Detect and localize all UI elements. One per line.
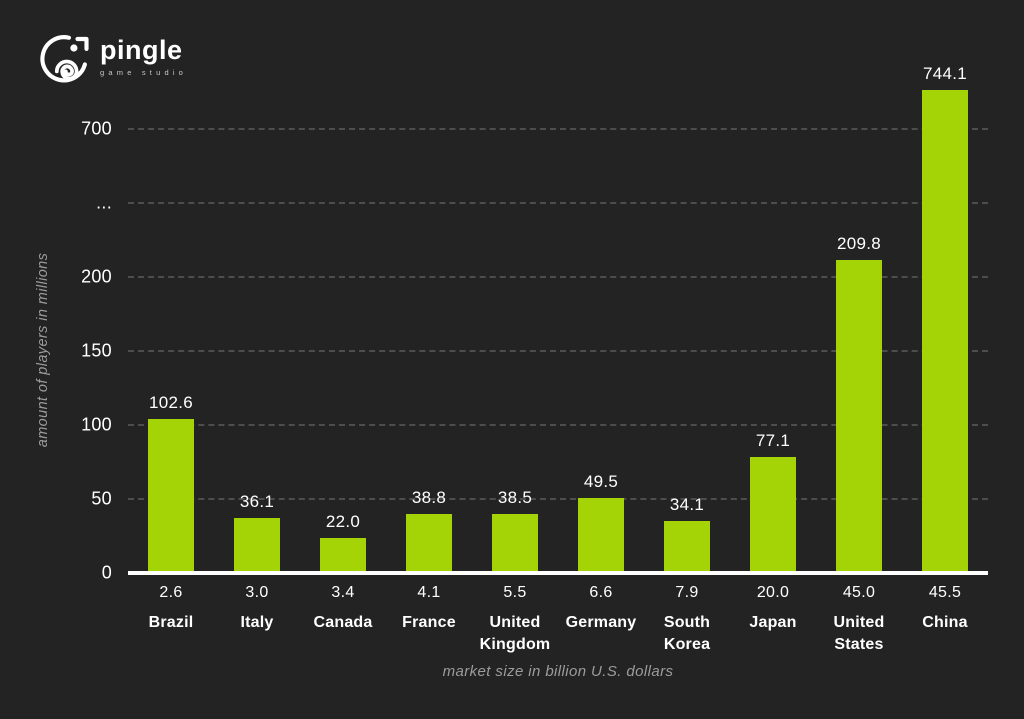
bar-column-germany: 49.5: [558, 472, 644, 571]
bar-column-japan: 77.1: [730, 431, 816, 571]
bar-south-korea: [664, 521, 710, 571]
pingle-logo: pingle game studio: [37, 30, 187, 84]
bar-value-label-canada: 22.0: [325, 512, 361, 531]
bar-column-south-korea: 34.1: [644, 495, 730, 571]
bar-value-label-japan: 77.1: [755, 431, 791, 450]
bar-canada: [320, 538, 366, 571]
country-label-united-states: United States: [833, 614, 885, 653]
country-label-france: France: [402, 614, 456, 631]
y-tick-label-...: ...: [96, 192, 112, 213]
country-label-brazil: Brazil: [148, 614, 194, 631]
bar-value-label-united-states: 209.8: [836, 234, 882, 253]
country-label-south-korea: South Korea: [663, 614, 711, 653]
country-label-italy: Italy: [240, 614, 274, 631]
bar-france: [406, 514, 452, 571]
market-size-label-japan: 20.0: [756, 584, 790, 601]
market-size-label-china: 45.5: [928, 584, 962, 601]
market-size-label-brazil: 2.6: [159, 584, 183, 601]
bar-italy: [234, 518, 280, 571]
market-size-row: 2.6 3.0 3.4 4.1 5.5 6.6 7.9 20.0 45.0 45.5: [128, 584, 988, 602]
bar-united-states: [836, 260, 882, 571]
bar-brazil: [148, 419, 194, 571]
bar-value-label-united-kingdom: 38.5: [497, 488, 533, 507]
gridline-150: [128, 350, 988, 352]
bar-japan: [750, 457, 796, 571]
logo-text: pingle game studio: [100, 35, 188, 78]
bar-value-label-france: 38.8: [411, 488, 447, 507]
gridline-100: [128, 424, 988, 426]
bar-china: [922, 90, 968, 571]
gridline-50: [128, 498, 988, 500]
bar-value-label-south-korea: 34.1: [669, 495, 705, 514]
bar-value-label-italy: 36.1: [239, 492, 275, 511]
country-label-china: China: [922, 614, 968, 631]
plot-area: 102.6 36.1 22.0 38.8 38.5 49.5 34.1 77.1 209.8 74…: [128, 0, 988, 571]
logo-subtitle: game studio: [100, 68, 188, 77]
bar-value-label-brazil: 102.6: [148, 393, 194, 412]
bar-column-france: 38.8: [386, 488, 472, 571]
logo-brand-name: pingle: [100, 35, 183, 65]
country-label-japan: Japan: [749, 614, 797, 631]
bar-column-italy: 36.1: [214, 492, 300, 571]
bar-column-united-kingdom: 38.5: [472, 488, 558, 571]
bar-column-brazil: 102.6: [128, 393, 214, 571]
y-tick-label-700: 700: [81, 118, 112, 139]
market-size-label-united-kingdom: 5.5: [503, 584, 527, 601]
gridline-700: [128, 128, 988, 130]
country-label-germany: Germany: [565, 614, 637, 631]
x-axis-baseline: [128, 571, 988, 575]
bar-column-united-states: 209.8: [816, 234, 902, 571]
y-tick-label-50: 50: [91, 488, 112, 509]
bar-value-label-china: 744.1: [922, 64, 968, 83]
gridline-...: [128, 202, 988, 204]
market-size-label-united-states: 45.0: [842, 584, 876, 601]
bar-column-china: 744.1: [902, 64, 988, 571]
gridline-200: [128, 276, 988, 278]
y-tick-label-150: 150: [81, 340, 112, 361]
market-size-label-south-korea: 7.9: [675, 584, 699, 601]
market-size-label-canada: 3.4: [331, 584, 355, 601]
market-size-label-france: 4.1: [417, 584, 441, 601]
bar-germany: [578, 498, 624, 571]
bar-column-canada: 22.0: [300, 512, 386, 571]
market-size-label-italy: 3.0: [245, 584, 269, 601]
y-tick-label-100: 100: [81, 414, 112, 435]
bar-united-kingdom: [492, 514, 538, 571]
chameleon-logo-icon: [37, 30, 91, 84]
x-axis-title: market size in billion U.S. dollars: [442, 663, 674, 680]
country-name-row: Brazil Italy Canada France United Kingdom Ger…: [128, 612, 988, 655]
country-label-canada: Canada: [313, 614, 373, 631]
y-tick-label-200: 200: [81, 266, 112, 287]
country-label-united-kingdom: United Kingdom: [479, 614, 551, 653]
market-size-label-germany: 6.6: [589, 584, 613, 601]
y-tick-label-0: 0: [101, 562, 112, 583]
bar-value-label-germany: 49.5: [583, 472, 619, 491]
